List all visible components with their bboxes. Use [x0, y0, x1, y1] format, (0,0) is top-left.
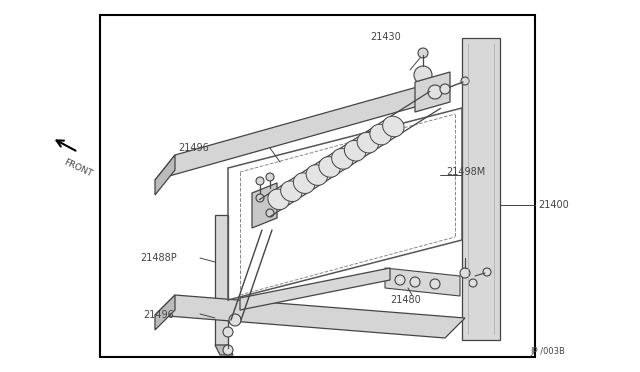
Circle shape — [229, 314, 241, 326]
Ellipse shape — [268, 189, 289, 210]
Circle shape — [223, 327, 233, 337]
Circle shape — [440, 84, 450, 94]
Ellipse shape — [357, 132, 379, 153]
Text: FRONT: FRONT — [62, 158, 93, 179]
Ellipse shape — [306, 165, 328, 185]
Polygon shape — [155, 155, 175, 195]
Text: 21480: 21480 — [390, 295, 420, 305]
Text: 21430: 21430 — [370, 32, 401, 42]
Polygon shape — [155, 295, 465, 338]
Ellipse shape — [280, 181, 302, 202]
Ellipse shape — [344, 141, 366, 161]
Circle shape — [430, 279, 440, 289]
Circle shape — [483, 268, 491, 276]
Polygon shape — [215, 345, 233, 355]
Ellipse shape — [332, 148, 353, 169]
Text: 21400: 21400 — [538, 200, 569, 210]
Circle shape — [223, 345, 233, 355]
Circle shape — [461, 77, 469, 85]
Polygon shape — [240, 268, 390, 310]
Bar — [100, 15, 535, 357]
Circle shape — [266, 173, 274, 181]
Polygon shape — [215, 215, 228, 345]
Circle shape — [256, 177, 264, 185]
Circle shape — [428, 85, 442, 99]
Text: 21496: 21496 — [143, 310, 173, 320]
Circle shape — [256, 194, 264, 202]
Ellipse shape — [293, 173, 315, 193]
Circle shape — [460, 268, 470, 278]
Ellipse shape — [383, 116, 404, 137]
Text: 21498M: 21498M — [446, 167, 485, 177]
Circle shape — [469, 279, 477, 287]
Text: JP /003B: JP /003B — [530, 347, 565, 356]
Text: 21488P: 21488P — [140, 253, 177, 263]
Polygon shape — [252, 183, 277, 228]
Circle shape — [410, 277, 420, 287]
Circle shape — [418, 48, 428, 58]
Text: 21496: 21496 — [178, 143, 209, 153]
Polygon shape — [155, 295, 175, 330]
Polygon shape — [155, 82, 435, 180]
Ellipse shape — [370, 124, 391, 145]
Polygon shape — [415, 72, 450, 112]
Circle shape — [395, 275, 405, 285]
Circle shape — [414, 66, 432, 84]
Ellipse shape — [319, 157, 340, 177]
Polygon shape — [462, 38, 500, 340]
Polygon shape — [385, 268, 460, 296]
Circle shape — [266, 209, 274, 217]
